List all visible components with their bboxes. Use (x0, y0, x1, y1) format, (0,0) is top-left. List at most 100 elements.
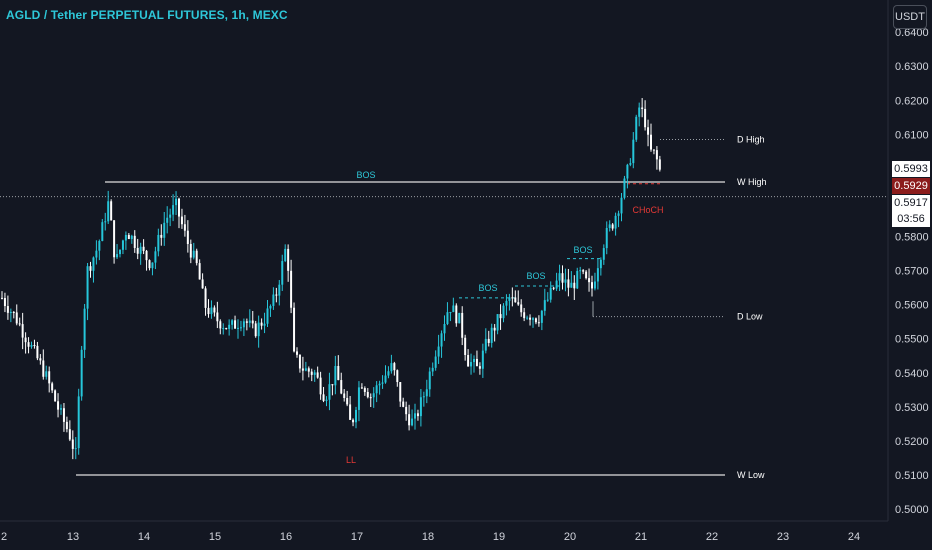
candle-body-198 (585, 271, 588, 279)
candle-body-152 (449, 312, 452, 314)
y-tick-label-2: 0.6200 (895, 95, 929, 107)
candle-body-48 (142, 246, 145, 251)
w-low-label: W Low (737, 470, 765, 480)
candle-body-133 (393, 363, 396, 371)
y-tick-label-1: 0.6300 (895, 61, 929, 73)
candle-body-212 (626, 164, 629, 179)
candle-body-31 (92, 257, 95, 271)
candle-body-146 (431, 367, 434, 372)
candle-body-129 (381, 382, 384, 384)
candle-body-101 (298, 354, 301, 369)
candle-body-138 (408, 414, 411, 426)
candle-body-73 (216, 312, 219, 322)
candle-body-38 (113, 220, 116, 258)
candle-body-53 (157, 234, 160, 252)
candle-body-50 (148, 260, 151, 269)
current-price-label: 0.5929 (892, 178, 930, 194)
candle-body-115 (340, 380, 343, 394)
x-tick-label-0: 2 (1, 531, 7, 543)
candle-body-74 (219, 321, 222, 329)
candle-body-207 (611, 224, 614, 229)
candle-body-201 (593, 281, 596, 289)
bos-label-3: BOS (573, 245, 592, 255)
candle-body-167 (493, 327, 496, 331)
candle-body-142 (419, 397, 422, 417)
chart-title: AGLD / Tether PERPETUAL FUTURES, 1h, MEX… (6, 8, 288, 22)
candle-body-99 (293, 307, 296, 352)
candle-body-223 (658, 159, 661, 170)
candle-body-217 (641, 107, 644, 109)
price-axis[interactable]: 0.64000.63000.62000.61000.60000.59000.58… (895, 27, 929, 516)
candle-body-97 (287, 248, 290, 271)
candle-body-9 (27, 342, 30, 347)
currency-button[interactable]: USDT (893, 5, 927, 29)
candle-body-41 (121, 240, 124, 250)
candle-body-134 (396, 370, 399, 383)
candle-body-112 (331, 384, 334, 386)
candle-body-93 (275, 294, 278, 296)
y-tick-label-11: 0.5300 (895, 402, 929, 414)
candle-body-188 (555, 280, 558, 289)
candle-body-137 (405, 406, 408, 415)
y-tick-label-7: 0.5700 (895, 266, 929, 278)
x-tick-label-10: 22 (706, 531, 718, 543)
candle-body-113 (334, 366, 337, 386)
candle-body-91 (269, 305, 272, 309)
candle-body-55 (163, 222, 166, 238)
candle-body-190 (561, 273, 564, 283)
candle-body-193 (570, 282, 573, 288)
candle-body-144 (425, 389, 428, 397)
d-low-label: D Low (737, 312, 763, 322)
time-axis[interactable]: 2 13 14 15 16 17 18 19 20 21 22 23 24 (1, 531, 860, 543)
candle-body-158 (467, 354, 470, 367)
candle-body-22 (65, 421, 68, 430)
candle-body-16 (48, 371, 51, 384)
countdown-label: 03:56 (892, 211, 930, 227)
candle-body-108 (319, 377, 322, 395)
candle-body-78 (231, 320, 234, 325)
candle-body-27 (80, 349, 83, 397)
candle-body-20 (60, 408, 62, 410)
candle-body-219 (647, 127, 650, 135)
candle-body-85 (251, 320, 254, 324)
candle-body-156 (461, 312, 464, 338)
candle-body-34 (101, 222, 104, 241)
candle-body-69 (204, 288, 207, 308)
candle-body-70 (207, 307, 210, 315)
x-tick-label-8: 20 (564, 531, 576, 543)
candle-body-46 (136, 247, 139, 254)
candle-body-203 (599, 259, 602, 269)
y-tick-label-14: 0.5000 (895, 504, 929, 516)
candle-body-2 (6, 306, 9, 313)
x-tick-label-2: 14 (138, 531, 150, 543)
choch-label: CHoCH (632, 205, 663, 215)
candle-body-141 (416, 413, 419, 417)
candles (1, 98, 661, 460)
candle-body-220 (650, 134, 652, 150)
candle-body-174 (514, 297, 517, 303)
candle-body-139 (411, 418, 414, 426)
candle-body-54 (160, 234, 163, 238)
candle-body-148 (437, 346, 440, 357)
candle-body-128 (378, 383, 381, 386)
y-tick-label-3: 0.6100 (895, 129, 929, 141)
candle-body-166 (490, 327, 493, 343)
candle-body-202 (596, 268, 599, 282)
candle-body-13 (39, 358, 42, 361)
candle-body-122 (360, 387, 363, 389)
candle-body-66 (195, 250, 198, 264)
candle-body-164 (484, 338, 487, 351)
candle-body-39 (116, 254, 119, 258)
candle-body-151 (446, 312, 449, 325)
candle-body-11 (33, 345, 36, 347)
candle-body-186 (549, 287, 552, 300)
candle-body-136 (402, 401, 405, 407)
candle-body-88 (260, 322, 263, 326)
candle-body-75 (222, 328, 225, 330)
candle-body-200 (591, 282, 593, 289)
x-tick-label-4: 16 (280, 531, 292, 543)
candle-body-147 (434, 356, 437, 368)
candle-body-153 (452, 305, 455, 313)
candle-body-64 (189, 244, 192, 258)
